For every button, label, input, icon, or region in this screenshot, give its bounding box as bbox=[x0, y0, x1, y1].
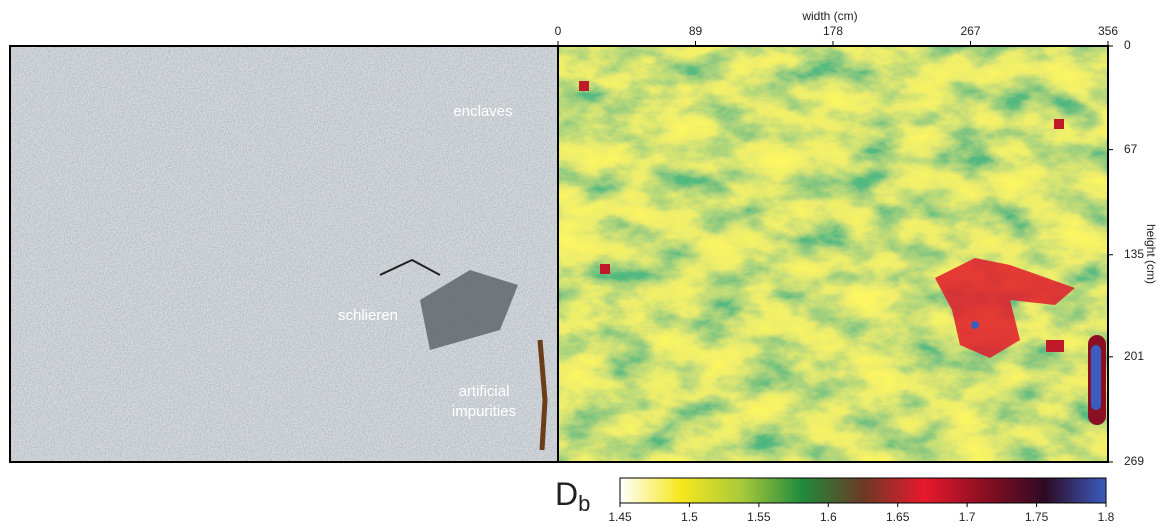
y-tick-label: 67 bbox=[1124, 142, 1138, 156]
x-tick-label: 267 bbox=[960, 24, 980, 38]
x-tick-label: 89 bbox=[689, 24, 703, 38]
colorbar-tick-label: 1.7 bbox=[959, 510, 976, 524]
x-tick-label: 178 bbox=[823, 24, 843, 38]
annotation: artificial bbox=[459, 383, 510, 400]
colorbar-tick-label: 1.65 bbox=[886, 510, 910, 524]
colorbar-tick-label: 1.55 bbox=[747, 510, 771, 524]
colorbar-tick-label: 1.75 bbox=[1025, 510, 1049, 524]
y-axis-label: height (cm) bbox=[1144, 224, 1158, 284]
colorbar-tick-label: 1.6 bbox=[820, 510, 837, 524]
x-tick-label: 356 bbox=[1098, 24, 1118, 38]
colorbar bbox=[620, 478, 1106, 503]
colorbar-tick-label: 1.45 bbox=[608, 510, 632, 524]
y-tick-label: 0 bbox=[1124, 38, 1131, 52]
x-axis-label: width (cm) bbox=[801, 9, 857, 23]
colorbar-label: Db bbox=[555, 476, 590, 515]
annotation: enclaves bbox=[453, 103, 512, 120]
y-tick-label: 201 bbox=[1124, 349, 1144, 363]
y-tick-label: 135 bbox=[1124, 247, 1144, 261]
annotation: schlieren bbox=[338, 307, 398, 324]
heatmap bbox=[558, 46, 1108, 462]
y-tick-label: 269 bbox=[1124, 454, 1144, 468]
colorbar-tick-label: 1.8 bbox=[1098, 510, 1115, 524]
x-tick-label: 0 bbox=[555, 24, 562, 38]
annotation: impurities bbox=[452, 403, 516, 420]
colorbar-tick-label: 1.5 bbox=[681, 510, 698, 524]
figure: width (cm) height (cm) Db 0 89 178 267 356 0 6… bbox=[0, 0, 1159, 527]
